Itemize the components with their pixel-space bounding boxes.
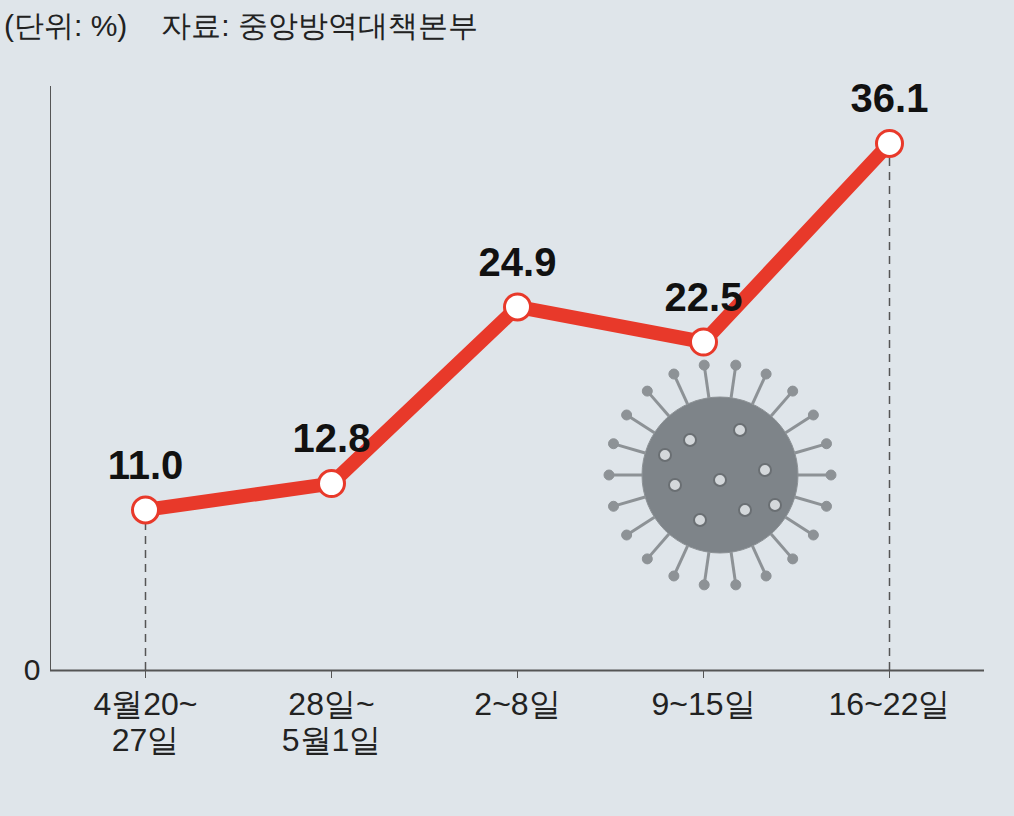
html-text:(단위: %): (단위: %) — [4, 9, 128, 42]
svg-text:9~15일: 9~15일 — [651, 686, 755, 722]
svg-text:2~8일: 2~8일 — [474, 686, 560, 722]
svg-text:11.0: 11.0 — [108, 443, 184, 487]
svg-text:12.8: 12.8 — [293, 416, 371, 460]
svg-text:0: 0 — [24, 653, 41, 686]
svg-text:4월20~27일: 4월20~27일 — [93, 686, 197, 759]
svg-text:36.1: 36.1 — [851, 76, 929, 120]
svg-text:22.5: 22.5 — [665, 275, 743, 319]
html-text:자료: 중앙방역대책본부: 자료: 중앙방역대책본부 — [161, 9, 478, 42]
svg-text:28일~5월1일: 28일~5월1일 — [282, 686, 382, 759]
svg-text:16~22일: 16~22일 — [829, 686, 951, 722]
svg-text:24.9: 24.9 — [479, 240, 557, 284]
